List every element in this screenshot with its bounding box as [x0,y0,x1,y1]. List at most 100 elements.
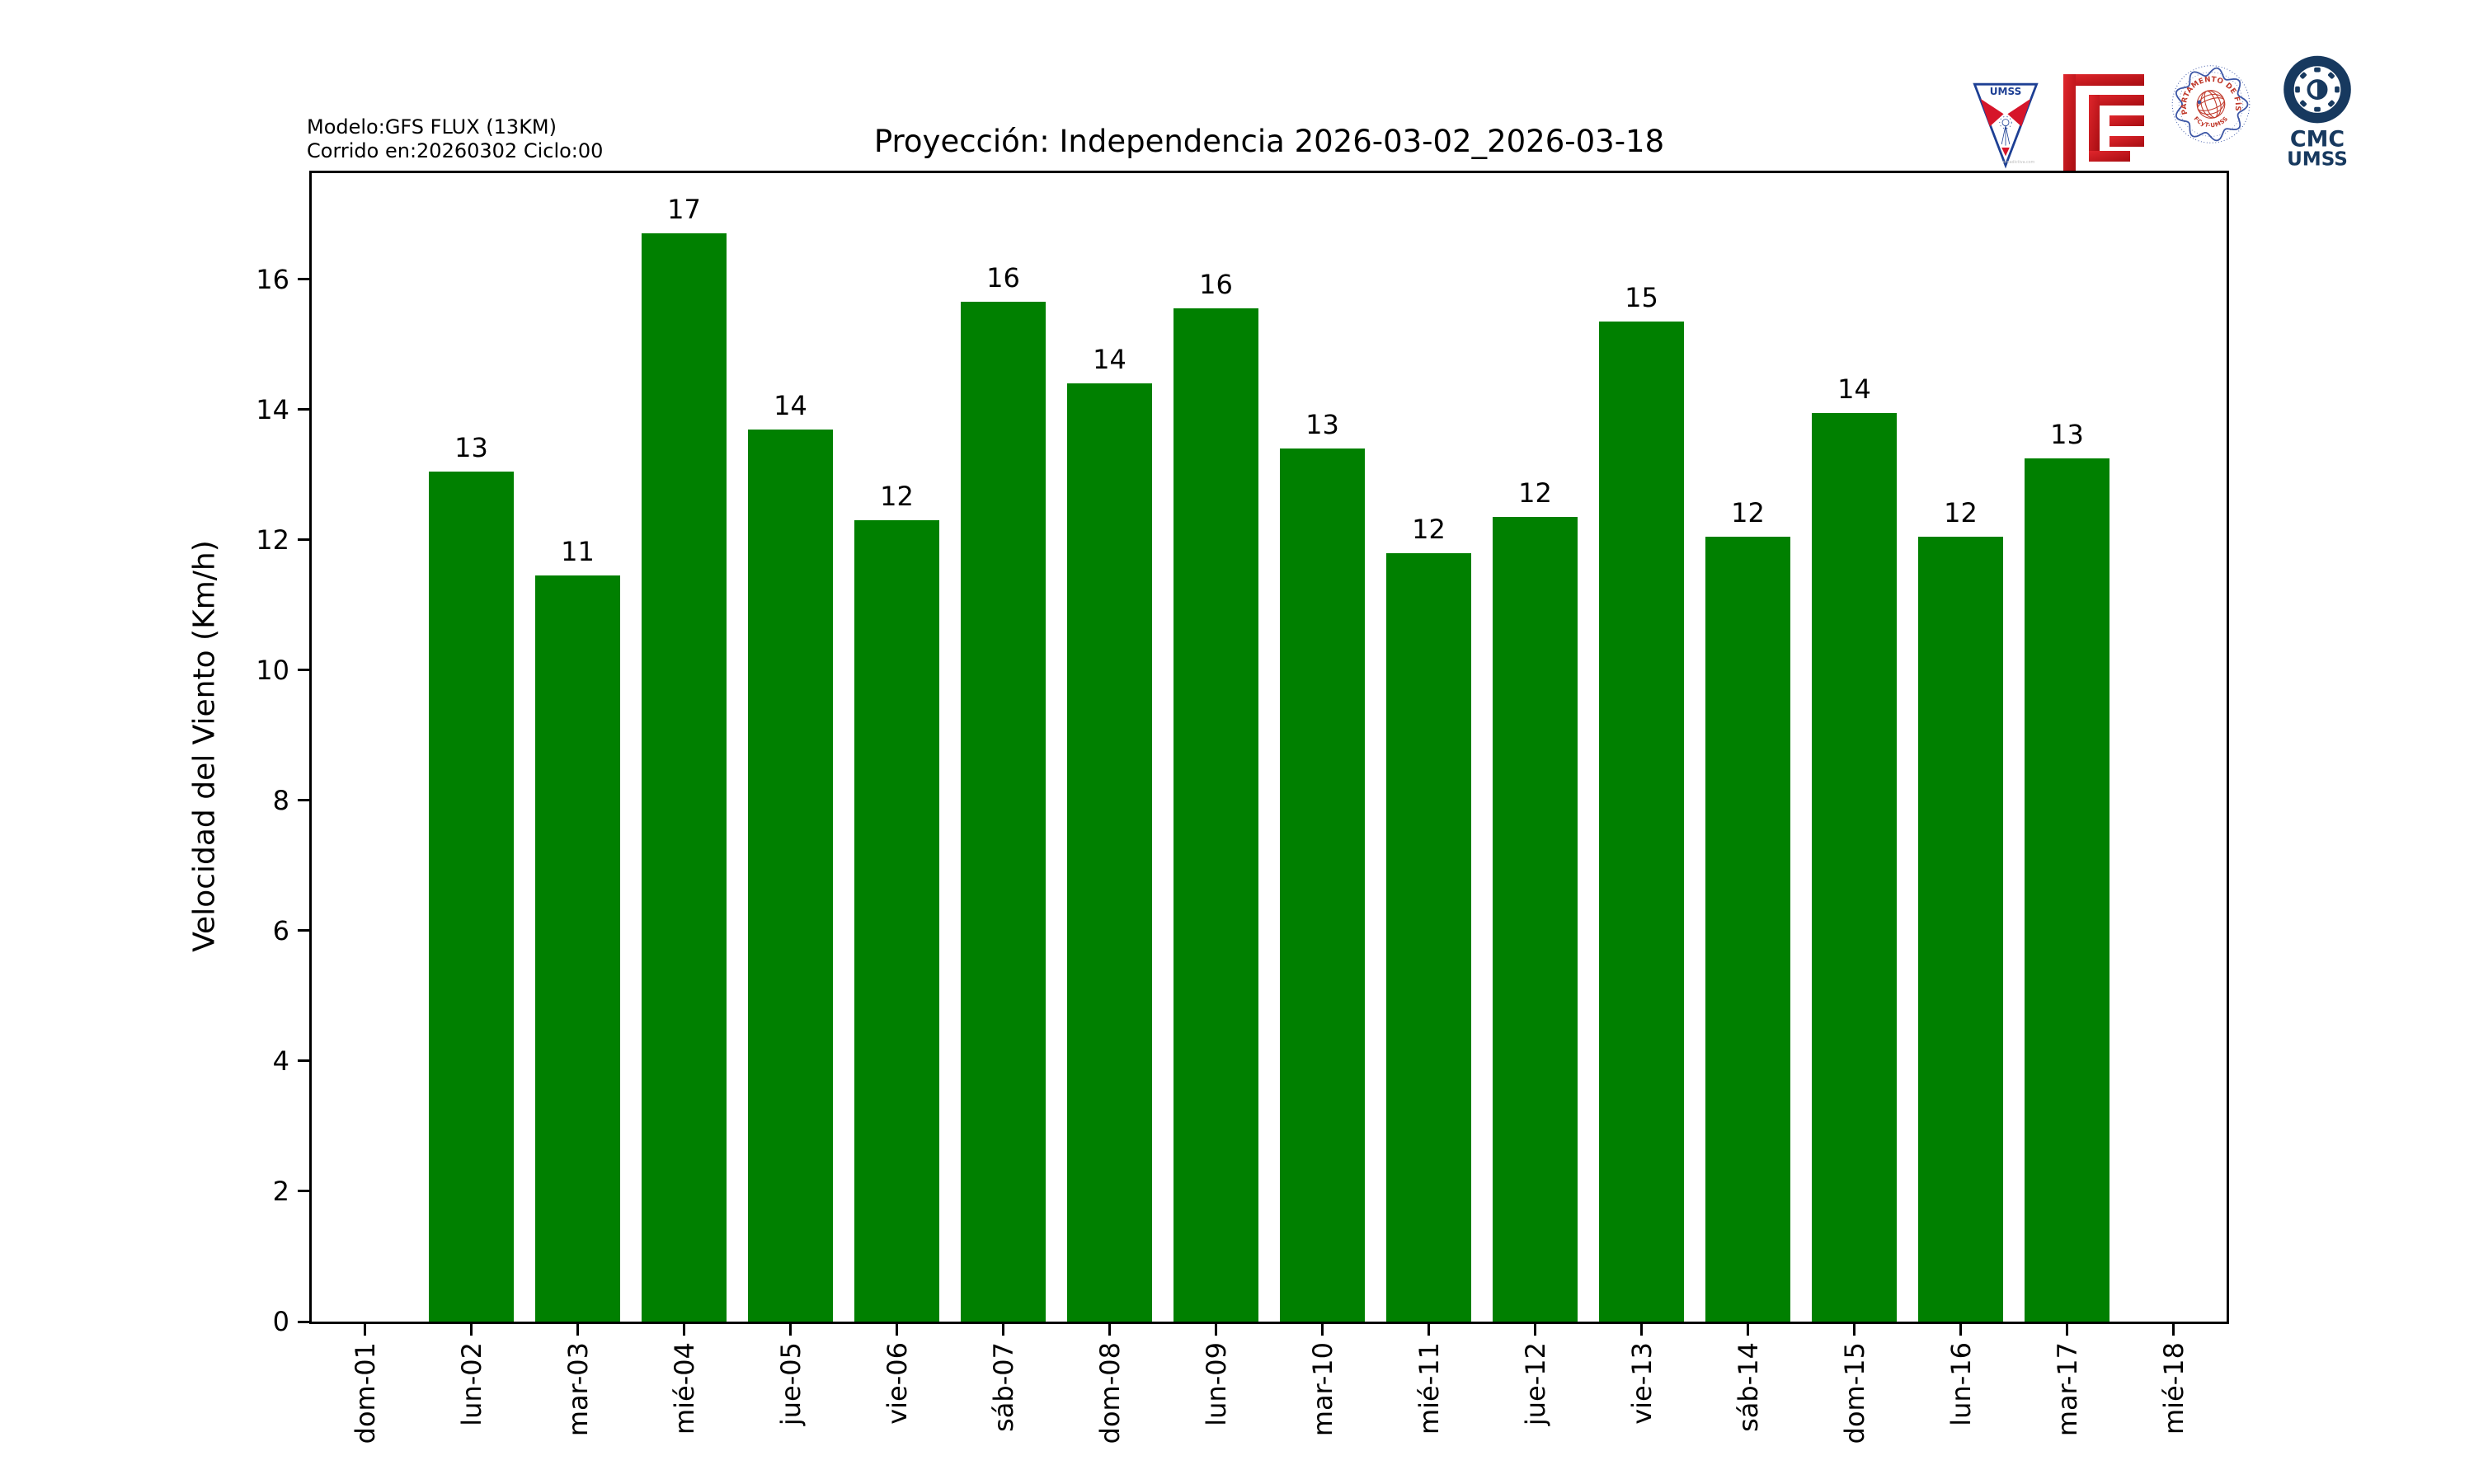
x-tick-mark [1534,1324,1536,1336]
x-tick-label: lun-16 [1945,1342,1977,1426]
y-tick-label: 14 [256,393,289,425]
x-tick-mark [1427,1324,1430,1336]
x-tick-mark [1108,1324,1111,1336]
x-tick-label: mié-11 [1413,1342,1445,1435]
y-axis-label: Velocidad del Viento (Km/h) [187,540,222,952]
x-tick-mark [1853,1324,1856,1336]
bar-value-label: 14 [774,389,807,421]
model-info: Modelo:GFS FLUX (13KM) Corrido en:202603… [307,115,603,163]
bar-jue-12 [1492,517,1578,1322]
fcyt-logo [2062,74,2144,175]
y-tick-mark [298,278,309,281]
bar-sáb-07 [960,302,1047,1322]
x-tick-mark [683,1324,685,1336]
bar-value-label: 12 [1944,496,1978,528]
bar-vie-13 [1598,322,1685,1322]
bar-lun-02 [428,471,515,1322]
y-tick-mark [298,1320,309,1323]
bar-value-label: 12 [1412,513,1446,545]
x-tick-mark [1002,1324,1004,1336]
umss-logo-watermark: preadictiva.com [2003,160,2035,165]
x-tick-label: sáb-14 [1732,1342,1764,1432]
x-tick-mark [470,1324,473,1336]
cmc-sun-rays [2295,67,2340,112]
bar-sáb-14 [1705,536,1791,1322]
bar-mar-17 [2024,458,2110,1322]
bar-vie-06 [854,520,940,1322]
x-tick-label: vie-13 [1625,1342,1658,1425]
bar-mié-04 [641,233,727,1322]
umss-logo: UMSS preadictiva.com [1973,73,2039,180]
y-tick-mark [298,929,309,932]
y-tick-mark [298,1059,309,1063]
x-tick-label: dom-01 [349,1342,381,1444]
chart-title: Proyección: Independencia 2026-03-02_202… [873,124,1665,159]
x-tick-label: jue-12 [1519,1342,1551,1426]
bar-value-label: 13 [454,431,488,463]
bar-value-label: 12 [1518,477,1552,510]
umss-pennant-icon: UMSS preadictiva.com [1973,82,2039,169]
y-tick-mark [298,669,309,672]
x-tick-mark [576,1324,579,1336]
bar-dom-15 [1811,412,1898,1322]
cmc-logo-icon: CMC UMSS [2284,55,2351,171]
fcyt-maze-icon [2063,74,2144,171]
cmc-umss-text: UMSS [2287,149,2348,167]
x-tick-label: sáb-07 [987,1342,1019,1432]
bar-value-label: 17 [667,194,701,226]
x-tick-label: mié-04 [668,1342,700,1435]
x-tick-mark [2172,1324,2175,1336]
x-tick-label: dom-15 [1838,1342,1870,1444]
bar-value-label: 12 [1731,496,1765,528]
bar-value-label: 12 [880,481,914,513]
physics-seal-icon: DEPARTAMENTO DE FÍSICA FCyT-UMSS [2164,52,2251,143]
bar-value-label: 15 [1625,282,1658,314]
x-tick-mark [2066,1324,2068,1336]
y-tick-label: 4 [272,1045,289,1077]
x-tick-label: vie-06 [881,1342,913,1425]
x-tick-mark [364,1324,366,1336]
y-tick-label: 0 [272,1306,289,1337]
x-tick-label: mar-03 [562,1342,594,1437]
wireframe-globe-icon [2196,90,2226,119]
umss-emblem-sketch [1999,116,2012,146]
y-tick-mark [298,408,309,411]
y-tick-label: 8 [272,784,289,816]
bar-mié-11 [1385,552,1472,1322]
x-tick-mark [1747,1324,1749,1336]
x-tick-mark [1321,1324,1324,1336]
bars-layer: 13 11 17 14 12 16 14 16 13 12 12 15 12 14 12 13 [312,173,2227,1322]
x-tick-label: lun-09 [1200,1342,1232,1426]
x-tick-label: jue-05 [774,1342,807,1426]
y-tick-mark [298,538,309,542]
bar-mar-10 [1279,448,1366,1322]
x-tick-label: mié-18 [2157,1342,2189,1435]
bar-lun-16 [1917,536,2004,1322]
umss-logo-text: UMSS [1990,86,2021,97]
x-tick-label: mar-17 [2051,1342,2083,1437]
x-tick-mark [896,1324,898,1336]
cmc-umss-logo: CMC UMSS [2278,54,2357,171]
bar-value-label: 14 [1837,373,1871,405]
model-run-line: Corrido en:20260302 Ciclo:00 [307,139,604,162]
x-tick-label: lun-02 [455,1342,487,1426]
bar-value-label: 14 [1093,344,1126,376]
y-tick-label: 6 [272,914,289,946]
bar-value-label: 13 [2050,419,2084,451]
y-tick-mark [298,799,309,802]
x-tick-label: dom-08 [1094,1342,1126,1444]
bar-value-label: 13 [1305,409,1339,441]
y-tick-label: 12 [256,524,289,556]
x-tick-mark [1959,1324,1962,1336]
bar-value-label: 11 [561,536,595,568]
x-tick-mark [1215,1324,1217,1336]
y-tick-label: 10 [256,654,289,686]
logo-row: UMSS preadictiva.com [1973,48,2357,180]
bar-lun-09 [1173,308,1259,1322]
bar-value-label: 16 [1199,269,1233,301]
y-tick-mark [298,1190,309,1193]
cmc-text: CMC [2290,127,2345,153]
bar-jue-05 [747,429,834,1322]
bar-value-label: 16 [986,262,1020,294]
